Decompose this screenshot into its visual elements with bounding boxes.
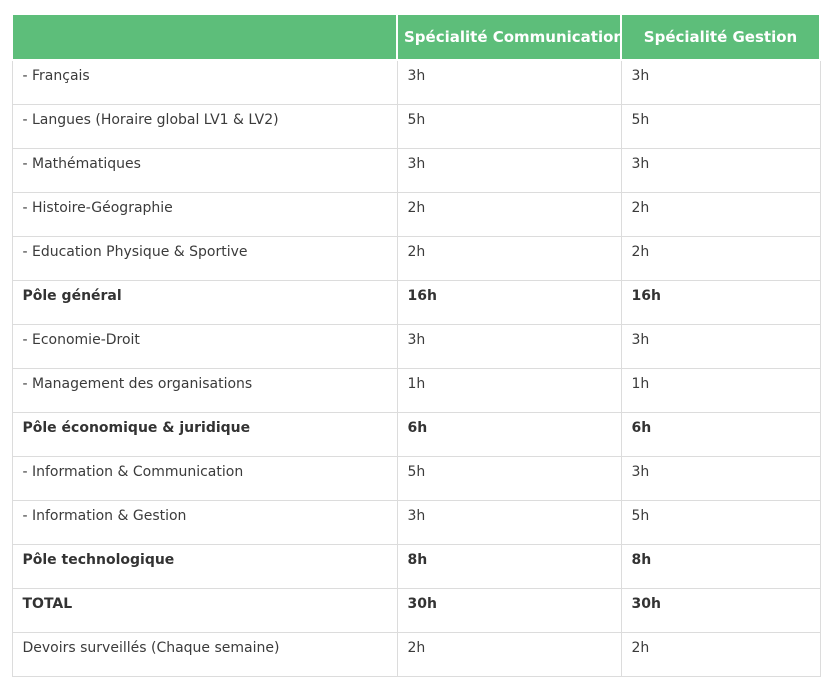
header-cell-specialite-gestion: Spécialité Gestion xyxy=(620,13,821,61)
row-value-gestion: 3h xyxy=(620,324,821,369)
row-value-communication: 5h xyxy=(396,104,622,149)
row-label: - Information & Communication xyxy=(11,456,398,501)
row-value-communication: 3h xyxy=(396,324,622,369)
row-value-gestion: 1h xyxy=(620,368,821,413)
row-value-communication: 3h xyxy=(396,59,622,105)
row-value-communication: 16h xyxy=(396,280,622,325)
row-value-communication: 8h xyxy=(396,544,622,589)
row-label: Devoirs surveillés (Chaque semaine) xyxy=(11,632,398,677)
table-row: Pôle général 16h 16h xyxy=(11,280,821,325)
table-row: - Mathématiques 3h 3h xyxy=(11,148,821,193)
row-label: - Management des organisations xyxy=(11,368,398,413)
row-label: - Histoire-Géographie xyxy=(11,192,398,237)
row-label: TOTAL xyxy=(11,588,398,633)
schedule-table: Spécialité Communication Spécialité Gest… xyxy=(11,13,821,677)
row-value-gestion: 5h xyxy=(620,500,821,545)
row-value-gestion: 3h xyxy=(620,148,821,193)
row-label: - Information & Gestion xyxy=(11,500,398,545)
table-row: - Education Physique & Sportive 2h 2h xyxy=(11,236,821,281)
table-row: TOTAL 30h 30h xyxy=(11,588,821,633)
table-row: - Information & Communication 5h 3h xyxy=(11,456,821,501)
table-row: - Français 3h 3h xyxy=(11,59,821,105)
row-value-communication: 1h xyxy=(396,368,622,413)
table-row: - Information & Gestion 3h 5h xyxy=(11,500,821,545)
header-row: Spécialité Communication Spécialité Gest… xyxy=(11,13,821,61)
row-label: - Français xyxy=(11,59,398,105)
table-row: - Management des organisations 1h 1h xyxy=(11,368,821,413)
header-cell-specialite-communication: Spécialité Communication xyxy=(396,13,622,61)
row-value-gestion: 3h xyxy=(620,59,821,105)
table-row: Pôle économique & juridique 6h 6h xyxy=(11,412,821,457)
row-value-communication: 2h xyxy=(396,632,622,677)
row-value-gestion: 30h xyxy=(620,588,821,633)
row-value-gestion: 6h xyxy=(620,412,821,457)
table-body: - Français 3h 3h - Langues (Horaire global … xyxy=(11,59,821,677)
row-value-gestion: 16h xyxy=(620,280,821,325)
row-label: Pôle technologique xyxy=(11,544,398,589)
table-row: Pôle technologique 8h 8h xyxy=(11,544,821,589)
row-label: - Langues (Horaire global LV1 & LV2) xyxy=(11,104,398,149)
row-value-communication: 2h xyxy=(396,236,622,281)
row-value-communication: 2h xyxy=(396,192,622,237)
row-value-communication: 5h xyxy=(396,456,622,501)
row-label: - Economie-Droit xyxy=(11,324,398,369)
table-row: - Economie-Droit 3h 3h xyxy=(11,324,821,369)
row-label: - Mathématiques xyxy=(11,148,398,193)
row-value-communication: 3h xyxy=(396,500,622,545)
row-label: - Education Physique & Sportive xyxy=(11,236,398,281)
row-value-communication: 3h xyxy=(396,148,622,193)
row-value-communication: 30h xyxy=(396,588,622,633)
row-value-gestion: 2h xyxy=(620,632,821,677)
row-value-gestion: 5h xyxy=(620,104,821,149)
table-row: Devoirs surveillés (Chaque semaine) 2h 2h xyxy=(11,632,821,677)
header-cell-empty xyxy=(11,13,398,61)
row-label: Pôle économique & juridique xyxy=(11,412,398,457)
row-value-gestion: 2h xyxy=(620,236,821,281)
table-row: - Histoire-Géographie 2h 2h xyxy=(11,192,821,237)
table-row: - Langues (Horaire global LV1 & LV2) 5h 5h xyxy=(11,104,821,149)
row-label: Pôle général xyxy=(11,280,398,325)
row-value-communication: 6h xyxy=(396,412,622,457)
row-value-gestion: 8h xyxy=(620,544,821,589)
row-value-gestion: 2h xyxy=(620,192,821,237)
row-value-gestion: 3h xyxy=(620,456,821,501)
